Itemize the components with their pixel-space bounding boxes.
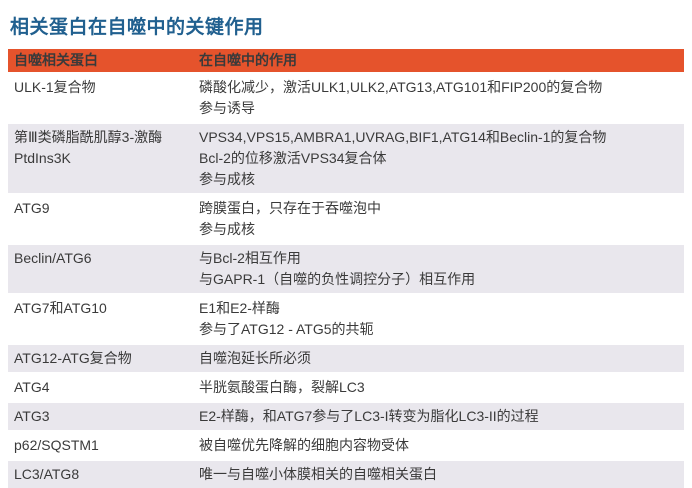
table-row: 第Ⅲ类磷脂酰肌醇3-激酶 PtdIns3K VPS34,VPS15,AMBRA1… bbox=[8, 122, 684, 193]
table-row: ATG7和ATG10 E1和E2-样酶 参与了ATG12 - ATG5的共轭 bbox=[8, 293, 684, 343]
table-row: ULK-1复合物 磷酸化减少，激活ULK1,ULK2,ATG13,ATG101和… bbox=[8, 72, 684, 122]
table-header-row: 自噬相关蛋白 在自噬中的作用 bbox=[8, 49, 684, 72]
page-title: 相关蛋白在自噬中的关键作用 bbox=[10, 17, 264, 38]
role-cell: 半胱氨酸蛋白酶，裂解LC3 bbox=[199, 379, 365, 395]
table-row: p62/SQSTM1 被自噬优先降解的细胞内容物受体 bbox=[8, 430, 684, 459]
autophagy-protein-table: 自噬相关蛋白 在自噬中的作用 ULK-1复合物 磷酸化减少，激活ULK1,ULK… bbox=[8, 49, 684, 488]
table-row: ATG12-ATG复合物 自噬泡延长所必须 bbox=[8, 343, 684, 372]
role-cell: 跨膜蛋白，只存在于吞噬泡中 参与成核 bbox=[199, 200, 381, 237]
protein-cell: Beclin/ATG6 bbox=[14, 250, 92, 266]
role-cell: 唯一与自噬小体膜相关的自噬相关蛋白 bbox=[199, 466, 437, 482]
protein-cell: ULK-1复合物 bbox=[14, 79, 96, 95]
protein-cell: ATG3 bbox=[14, 408, 50, 424]
protein-cell: p62/SQSTM1 bbox=[14, 437, 99, 453]
role-cell: 磷酸化减少，激活ULK1,ULK2,ATG13,ATG101和FIP200的复合… bbox=[199, 79, 603, 116]
protein-cell: ATG9 bbox=[14, 200, 50, 216]
protein-cell: ATG4 bbox=[14, 379, 50, 395]
table-row: Beclin/ATG6 与Bcl-2相互作用 与GAPR-1（自噬的负性调控分子… bbox=[8, 243, 684, 293]
table-row: ATG4 半胱氨酸蛋白酶，裂解LC3 bbox=[8, 372, 684, 401]
role-cell: 与Bcl-2相互作用 与GAPR-1（自噬的负性调控分子）相互作用 bbox=[199, 250, 476, 287]
role-cell: VPS34,VPS15,AMBRA1,UVRAG,BIF1,ATG14和Becl… bbox=[199, 129, 607, 187]
protein-cell: ATG7和ATG10 bbox=[14, 300, 107, 316]
role-cell: 自噬泡延长所必须 bbox=[199, 350, 311, 366]
role-cell: E1和E2-样酶 参与了ATG12 - ATG5的共轭 bbox=[199, 300, 374, 337]
role-cell: E2-样酶，和ATG7参与了LC3-I转变为脂化LC3-II的过程 bbox=[199, 408, 539, 424]
column-header-role: 在自噬中的作用 bbox=[199, 52, 297, 68]
role-cell: 被自噬优先降解的细胞内容物受体 bbox=[199, 437, 409, 453]
protein-cell: ATG12-ATG复合物 bbox=[14, 350, 132, 366]
table-row: ATG3 E2-样酶，和ATG7参与了LC3-I转变为脂化LC3-II的过程 bbox=[8, 401, 684, 430]
protein-cell: 第Ⅲ类磷脂酰肌醇3-激酶 PtdIns3K bbox=[14, 129, 163, 166]
table-row: LC3/ATG8 唯一与自噬小体膜相关的自噬相关蛋白 bbox=[8, 459, 684, 488]
table-row: ATG9 跨膜蛋白，只存在于吞噬泡中 参与成核 bbox=[8, 193, 684, 243]
article-page: 相关蛋白在自噬中的关键作用 自噬相关蛋白 在自噬中的作用 ULK-1复合物 磷酸… bbox=[8, 17, 684, 488]
protein-cell: LC3/ATG8 bbox=[14, 466, 80, 482]
column-header-protein: 自噬相关蛋白 bbox=[14, 52, 98, 68]
